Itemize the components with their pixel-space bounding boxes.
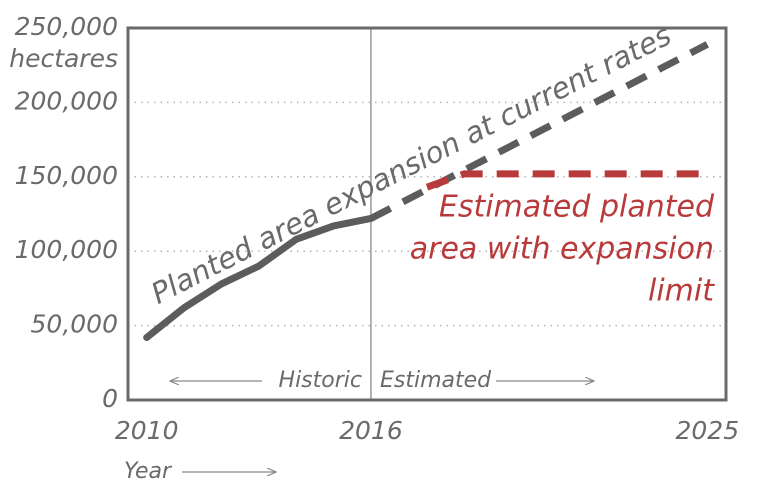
x-tick-label: 2010 xyxy=(115,416,179,445)
y-tick-label: 0 xyxy=(102,384,118,413)
annotation-line: area with expansion xyxy=(410,232,714,267)
y-tick-label: 50,000 xyxy=(31,310,118,339)
period-label: Estimated xyxy=(380,368,492,393)
annotation-line: limit xyxy=(648,274,715,309)
series-line xyxy=(425,170,708,191)
series-line xyxy=(143,214,375,342)
y-tick-label: 100,000 xyxy=(15,235,118,264)
y-axis-label: hectares xyxy=(9,44,118,73)
plot-lines xyxy=(143,41,709,342)
y-tick-label: 200,000 xyxy=(15,86,118,115)
grid xyxy=(128,28,726,400)
annotation: Estimated planted area with expansion limi… xyxy=(410,190,715,309)
plot-frame xyxy=(126,26,728,402)
series-line xyxy=(369,41,709,222)
period-label: Historic xyxy=(279,368,362,393)
x-axis-label: Year xyxy=(124,459,173,484)
x-tick-label: 2016 xyxy=(339,416,403,445)
annotation-line: Estimated planted xyxy=(439,190,715,225)
x-tick-label: 2025 xyxy=(676,416,740,445)
y-tick-label: 250,000 xyxy=(15,12,118,41)
y-tick-label: 150,000 xyxy=(15,161,118,190)
annotation: Planted area expansion at current rates xyxy=(146,18,677,311)
